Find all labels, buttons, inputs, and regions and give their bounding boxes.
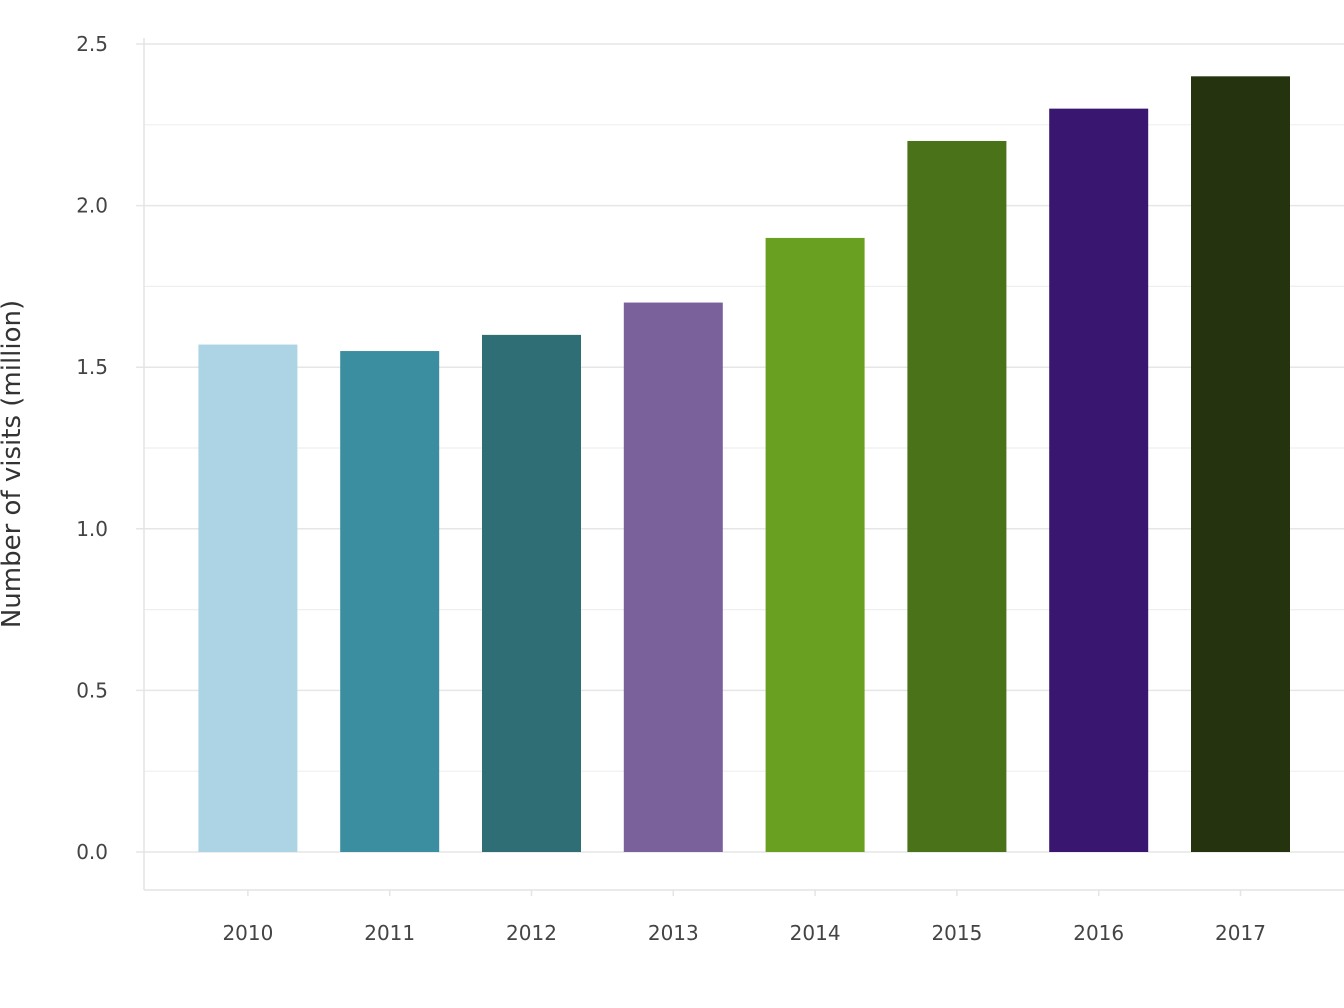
bar-2013: [623, 302, 723, 852]
bar-2012: [482, 334, 581, 852]
y-axis-title: Number of visits (million): [0, 300, 27, 628]
bar-2015: [907, 140, 1007, 852]
x-tick-label-2010: 2010: [222, 921, 273, 945]
x-tick-label-2012: 2012: [506, 921, 557, 945]
bar-2014: [765, 237, 865, 853]
bar-2016: [1049, 108, 1149, 852]
y-tick-label: 2.5: [76, 32, 108, 56]
x-tick-label-2016: 2016: [1073, 921, 1124, 945]
axis-layer: [143, 38, 1344, 896]
x-tick-labels: 2010 2011 2012 2013 2014 2015 2016 2017: [222, 921, 1266, 945]
bar-layer: [198, 76, 1290, 853]
x-tick-label-2013: 2013: [648, 921, 699, 945]
x-tick-label-2011: 2011: [364, 921, 415, 945]
bar-2011: [340, 351, 440, 852]
bar-2017: [1191, 76, 1290, 852]
grid-layer: [136, 43, 1344, 853]
x-tick-label-2017: 2017: [1215, 921, 1266, 945]
y-tick-label: 1.0: [76, 517, 108, 541]
y-tick-label: 1.5: [76, 355, 108, 379]
x-tick-label-2015: 2015: [931, 921, 982, 945]
y-tick-label: 0.5: [76, 678, 108, 702]
y-tick-label: 0.0: [76, 840, 108, 864]
y-tick-labels: 0.0 0.5 1.0 1.5 2.0 2.5: [76, 32, 108, 864]
x-tick-label-2014: 2014: [790, 921, 841, 945]
bar-2010: [198, 344, 298, 852]
y-tick-label: 2.0: [76, 194, 108, 218]
